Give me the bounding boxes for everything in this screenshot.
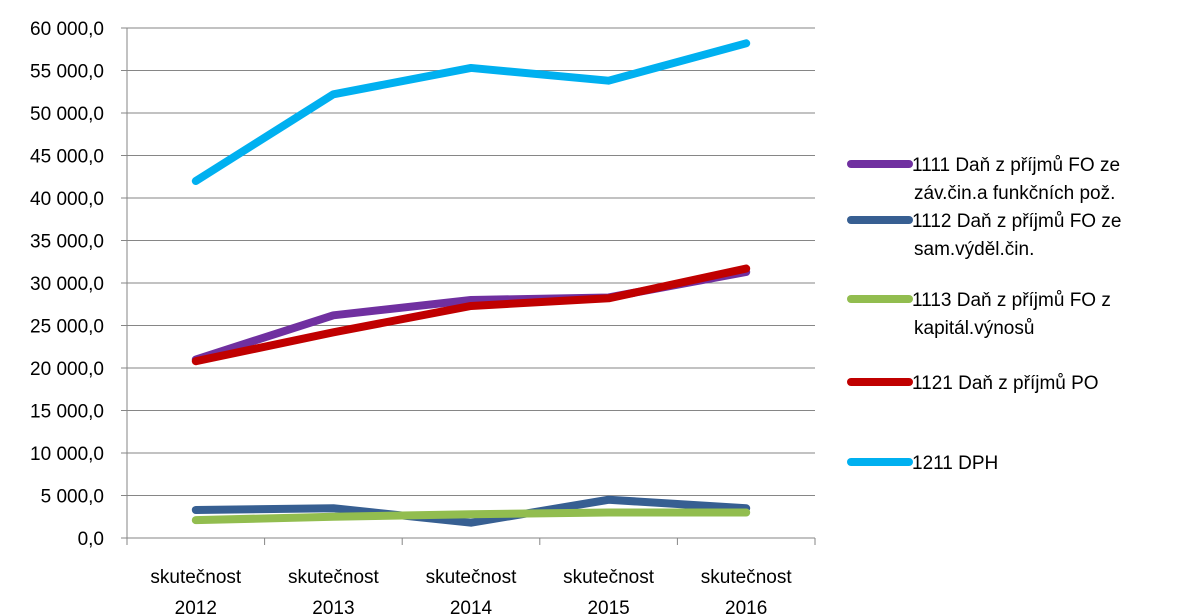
- y-tick-label: 30 000,0: [30, 274, 104, 295]
- legend-label: 1112 Daň z příjmů FO ze: [912, 211, 1121, 232]
- y-tick-label: 55 000,0: [30, 62, 104, 83]
- x-tick-label: 2016: [725, 598, 767, 615]
- legend-label: 1211 DPH: [912, 453, 998, 474]
- x-tick-label: 2013: [312, 598, 354, 615]
- legend-label: sam.výděl.čin.: [914, 239, 1034, 260]
- y-tick-label: 45 000,0: [30, 147, 104, 168]
- y-tick-label: 40 000,0: [30, 189, 104, 210]
- y-tick-label: 50 000,0: [30, 104, 104, 125]
- x-tick-label: skutečnost: [701, 567, 793, 588]
- legend-label: 1113 Daň z příjmů FO z: [912, 290, 1111, 311]
- x-tick-label: skutečnost: [426, 567, 518, 588]
- y-tick-label: 15 000,0: [30, 402, 104, 423]
- x-tick-label: 2015: [587, 598, 629, 615]
- series-line-2: [191, 495, 751, 527]
- y-axis-tick-labels: 0,0 5 000,0 10 000,0 15 000,0 20 000,0 25 000…: [30, 19, 104, 550]
- legend-label: kapitál.výnosů: [914, 318, 1034, 339]
- legend-label: záv.čin.a funkčních pož.: [914, 183, 1115, 204]
- legend-label: 1121 Daň z příjmů PO: [912, 373, 1099, 394]
- y-tick-label: 10 000,0: [30, 444, 104, 465]
- legend-label: 1111 Daň z příjmů FO ze: [912, 155, 1120, 176]
- x-axis-tick-labels: skutečnost 2012 skutečnost 2013 skutečnost 20…: [150, 567, 792, 615]
- y-tick-label: 60 000,0: [30, 19, 104, 40]
- series-line-4: [191, 264, 751, 366]
- x-tick-label: skutečnost: [563, 567, 655, 588]
- x-tick-label: skutečnost: [150, 567, 242, 588]
- series-line-5: [191, 39, 751, 185]
- y-tick-label: 25 000,0: [30, 317, 104, 338]
- x-tick-label: 2014: [450, 598, 493, 615]
- y-tick-label: 5 000,0: [41, 487, 104, 508]
- y-tick-label: 0,0: [78, 529, 104, 550]
- series-lines: [191, 39, 751, 527]
- axes: [121, 27, 816, 545]
- series-line-3: [191, 508, 751, 525]
- x-tick-label: 2012: [175, 598, 217, 615]
- y-tick-label: 35 000,0: [30, 232, 104, 253]
- legend: 1111 Daň z příjmů FO ze záv.čin.a funkční…: [847, 155, 1121, 474]
- y-tick-label: 20 000,0: [30, 359, 104, 380]
- gridlines: [127, 27, 815, 496]
- x-tick-label: skutečnost: [288, 567, 380, 588]
